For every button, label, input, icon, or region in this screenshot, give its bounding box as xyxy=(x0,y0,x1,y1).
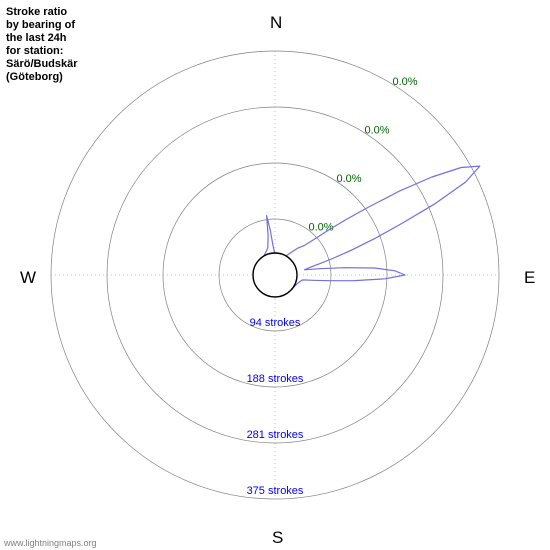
ring-label: 375 strokes xyxy=(247,485,304,497)
ring-label: 281 strokes xyxy=(247,429,304,441)
compass-w: W xyxy=(20,268,36,288)
chart-title: Stroke ratio by bearing of the last 24h … xyxy=(6,6,78,84)
pct-label: 0.0% xyxy=(364,125,389,137)
ring-label: 188 strokes xyxy=(247,373,304,385)
compass-n: N xyxy=(270,13,282,33)
compass-e: E xyxy=(524,268,535,288)
polar-svg: 94 strokes 188 strokes 281 strokes 375 stro… xyxy=(0,0,550,550)
pct-label: 0.0% xyxy=(392,76,417,88)
polar-chart-container: Stroke ratio by bearing of the last 24h … xyxy=(0,0,550,550)
pct-label: 0.0% xyxy=(308,222,333,234)
ring-label: 94 strokes xyxy=(250,317,301,329)
footer-link[interactable]: www.lightningmaps.org xyxy=(4,538,97,548)
pct-label: 0.0% xyxy=(336,173,361,185)
compass-s: S xyxy=(272,528,283,548)
